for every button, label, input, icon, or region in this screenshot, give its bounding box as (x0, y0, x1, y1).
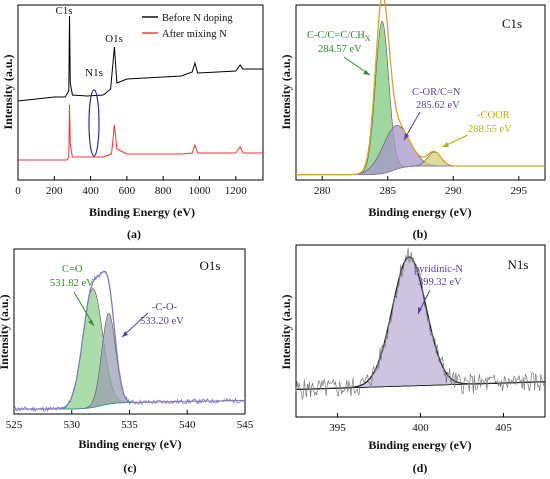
panel-d-tag: (d) (413, 461, 428, 475)
panel-a-x-tick-label: 800 (155, 185, 172, 197)
panel-c-x-tick-label: 535 (121, 419, 138, 431)
fit-envelope (296, 0, 545, 176)
raw-spectrum (13, 270, 246, 413)
panel-b-x-tick-label: 285 (379, 185, 396, 197)
panel-a-frame (17, 4, 264, 181)
n1s-pyridinic-arrowhead (418, 307, 422, 314)
c1s-coor-label: -COOR (477, 110, 510, 121)
legend-label-before: Before N doping (162, 13, 233, 24)
peak-label-c1s: C1s (55, 5, 72, 17)
panel-c-x-tick-label: 530 (64, 419, 81, 431)
panel-a-x-tick-label: 0 (15, 185, 21, 197)
o1s-cocoo-value: 533.20 eV (140, 316, 184, 327)
fit-envelope (14, 270, 245, 410)
o1s-cocoo-arrowhead (122, 331, 128, 337)
panel-a-ylabel: Intensity (a.u.) (1, 54, 15, 129)
baseline (296, 165, 545, 176)
series-line-after (18, 104, 263, 161)
n1s-pyridinic-label: pyridinic-N (414, 264, 463, 275)
c1s-cc-label: C-C/C=C/CHX (307, 30, 371, 43)
o1s-co-value: 531.82 eV (50, 278, 94, 289)
panel-c: 525 530 535 540 545 O1s Binding energy (eV) … (0, 248, 254, 475)
panel-a-xlabel: Binding Energy (eV) (89, 205, 195, 219)
o1s-cocoo-label: -C-O- (152, 302, 178, 313)
legend: Before N doping After mixing N (142, 13, 233, 40)
panel-a-x-tick-label: 600 (119, 185, 136, 197)
c1s-cor-value: 285.62 eV (416, 100, 460, 111)
panel-b-title: C1s (502, 16, 522, 31)
panel-b-x-tick-label: 295 (511, 185, 528, 197)
panel-a-x-tick-label: 400 (82, 185, 99, 197)
panel-a-tag: (a) (127, 227, 141, 241)
panel-b-tag: (b) (413, 227, 428, 241)
series-line-before (18, 15, 263, 102)
panel-b-x-tick-label: 280 (314, 185, 331, 197)
o1s-co-label: C=O (62, 264, 83, 275)
c1s-cc-value: 284.57 eV (318, 44, 362, 55)
raw-spectrum (295, 247, 546, 401)
panel-c-frame (13, 248, 246, 415)
panel-c-tag: (c) (123, 461, 136, 475)
legend-label-after: After mixing N (162, 29, 227, 40)
n1s-pyridinic-value: 399.32 eV (418, 277, 462, 288)
c1s-coor-arrowhead (442, 142, 449, 147)
c1s-cor-label: C-OR/C=N (412, 87, 461, 98)
panel-d-title: N1s (508, 257, 529, 272)
panel-a-x-tick-label: 200 (46, 185, 63, 197)
panel-b-xlabel: Binding energy (eV) (368, 205, 471, 219)
panel-b-ylabel: Intensity (a.u.) (279, 54, 293, 129)
c1s-cor-arrowhead (404, 133, 409, 140)
panel-b-frame (295, 4, 546, 181)
panel-a-x-tick-label: 1200 (225, 185, 248, 197)
panel-d-x-tick-label: 400 (412, 422, 429, 434)
panel-c-title: O1s (200, 258, 221, 273)
panel-d: 395 400 405 N1s Binding energy (eV) Intens… (279, 244, 546, 475)
panel-d-x-tick-label: 405 (495, 422, 512, 434)
o1s-co-arrowhead (88, 320, 94, 326)
panel-c-x-tick-label: 525 (6, 419, 23, 431)
panel-b-x-tick-label: 290 (445, 185, 462, 197)
peak-label-n1s: N1s (85, 67, 103, 79)
panel-a-x-tick-label: 1000 (188, 185, 211, 197)
panel-c-ylabel: Intensity (a.u.) (0, 294, 11, 369)
component-peak-1 (14, 313, 245, 410)
panel-c-x-tick-label: 540 (179, 419, 196, 431)
panel-d-xlabel: Binding energy (eV) (368, 438, 471, 452)
component-peak-0 (14, 288, 245, 410)
c1s-coor-value: 288.55 eV (468, 124, 512, 135)
o1s-co-arrow (73, 291, 95, 327)
panel-b: 280 285 290 295 C1s Binding energy (eV) Int… (279, 0, 546, 241)
panel-a: 0 200 400 600 800 1000 1200 Binding Energy (eV… (1, 4, 264, 241)
panel-d-ylabel: Intensity (a.u.) (279, 294, 293, 369)
panel-d-x-tick-label: 395 (329, 422, 346, 434)
panel-c-xlabel: Binding energy (eV) (78, 437, 181, 451)
n1s-highlight-ellipse (88, 89, 100, 157)
peak-label-o1s: O1s (105, 33, 123, 45)
c1s-cc-arrowhead (363, 70, 370, 75)
panel-c-x-tick-label: 545 (237, 419, 254, 431)
